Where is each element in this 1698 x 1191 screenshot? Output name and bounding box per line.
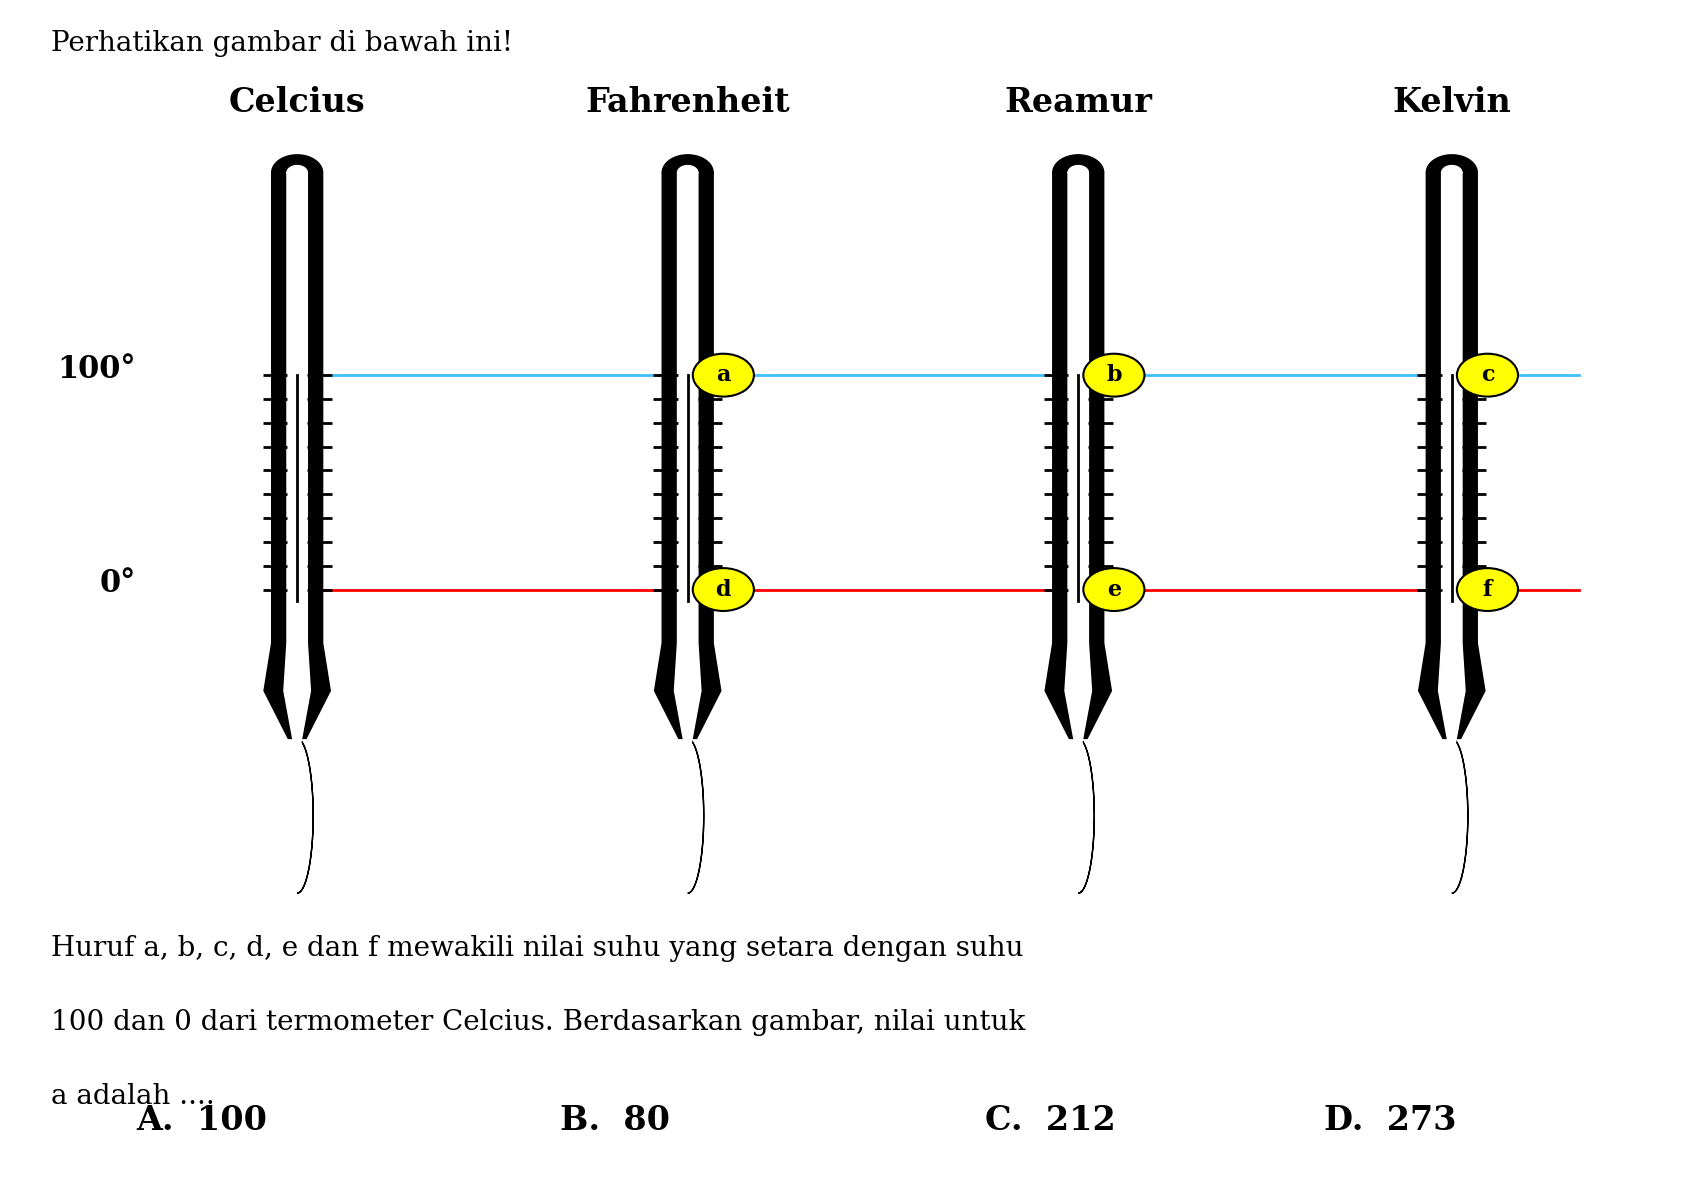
Polygon shape (1420, 155, 1484, 893)
Text: Huruf a, b, c, d, e dan f mewakili nilai suhu yang setara dengan suhu: Huruf a, b, c, d, e dan f mewakili nilai… (51, 935, 1024, 962)
Text: Reamur: Reamur (1004, 86, 1153, 119)
Polygon shape (655, 155, 720, 893)
Text: f: f (1482, 579, 1493, 600)
Text: e: e (1107, 579, 1121, 600)
Text: 100°: 100° (58, 354, 136, 385)
Polygon shape (284, 166, 311, 869)
Polygon shape (1046, 155, 1110, 893)
Text: 0°: 0° (100, 568, 136, 599)
Text: b: b (1105, 364, 1122, 386)
Text: 100 dan 0 dari termometer Celcius. Berdasarkan gambar, nilai untuk: 100 dan 0 dari termometer Celcius. Berda… (51, 1009, 1026, 1036)
Text: Celcius: Celcius (229, 86, 365, 119)
Circle shape (1083, 568, 1144, 611)
Text: c: c (1481, 364, 1494, 386)
Polygon shape (1438, 166, 1465, 869)
Text: C.  212: C. 212 (985, 1104, 1116, 1137)
Text: a adalah ....: a adalah .... (51, 1083, 214, 1110)
Text: A.  100: A. 100 (136, 1104, 267, 1137)
Text: Kelvin: Kelvin (1392, 86, 1511, 119)
Text: a: a (717, 364, 730, 386)
Text: D.  273: D. 273 (1324, 1104, 1457, 1137)
Text: Perhatikan gambar di bawah ini!: Perhatikan gambar di bawah ini! (51, 30, 513, 57)
Polygon shape (263, 155, 329, 893)
Text: Fahrenheit: Fahrenheit (586, 86, 790, 119)
Polygon shape (674, 166, 701, 869)
Circle shape (1457, 568, 1518, 611)
Circle shape (693, 354, 754, 397)
Circle shape (693, 568, 754, 611)
Text: d: d (715, 579, 732, 600)
Circle shape (1083, 354, 1144, 397)
Polygon shape (1065, 166, 1092, 869)
Circle shape (1457, 354, 1518, 397)
Text: B.  80: B. 80 (560, 1104, 671, 1137)
